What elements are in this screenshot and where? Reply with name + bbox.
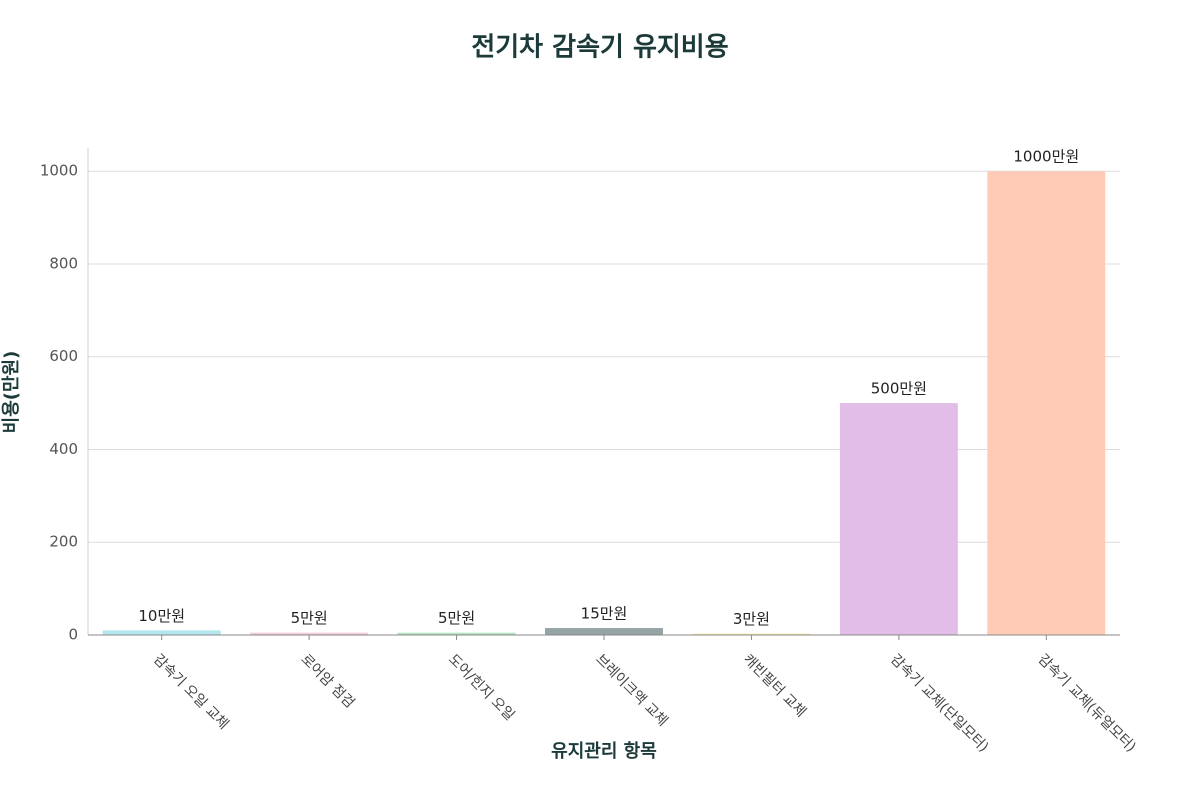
value-label: 500만원 (871, 380, 927, 398)
y-tick-label: 400 (49, 440, 78, 458)
x-axis-label: 유지관리 항목 (551, 741, 657, 762)
x-tick-label: 감속기 오일 교체 (150, 651, 231, 732)
y-tick-label: 200 (49, 533, 78, 551)
value-label: 5만원 (291, 609, 328, 627)
y-tick-label: 1000 (40, 162, 78, 180)
chart-title: 전기차 감속기 유지비용 (471, 33, 728, 63)
x-tick-label: 캐빈필터 교체 (740, 651, 809, 720)
bar (102, 630, 221, 635)
x-tick-label: 도어/힌지 오일 (445, 651, 517, 723)
value-label: 10만원 (138, 607, 185, 625)
x-tick-label: 브레이크액 교체 (592, 651, 670, 729)
bar (545, 628, 663, 635)
bar (250, 632, 369, 635)
y-axis-label: 비용(만원) (1, 351, 22, 434)
bar (987, 171, 1106, 635)
value-label: 1000만원 (1013, 148, 1079, 166)
value-label: 15만원 (581, 605, 628, 623)
y-tick-label: 600 (49, 347, 78, 365)
bar (839, 403, 958, 635)
x-tick-label: 감속기 교체(듀얼모터) (1035, 651, 1139, 755)
value-label: 5만원 (438, 609, 475, 627)
x-tick-label: 로어암 점검 (297, 651, 357, 711)
y-tick-label: 800 (49, 254, 78, 272)
bar (397, 632, 516, 635)
bar (692, 633, 811, 635)
y-tick-label: 0 (68, 626, 78, 644)
x-tick-label: 감속기 교체(단일모터) (887, 651, 991, 755)
value-label: 3만원 (733, 610, 770, 628)
